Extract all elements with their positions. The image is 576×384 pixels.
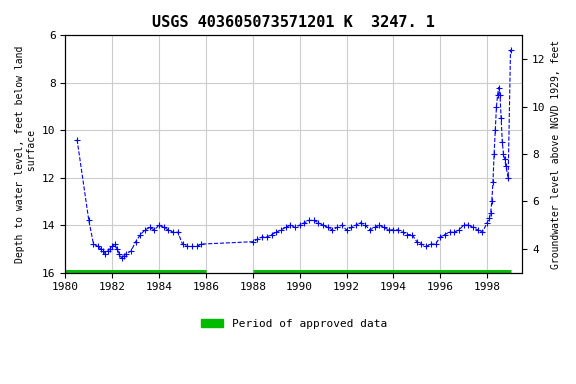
Legend: Period of approved data: Period of approved data	[196, 314, 392, 333]
Y-axis label: Depth to water level, feet below land
 surface: Depth to water level, feet below land su…	[15, 45, 37, 263]
Title: USGS 403605073571201 K  3247. 1: USGS 403605073571201 K 3247. 1	[153, 15, 435, 30]
Y-axis label: Groundwater level above NGVD 1929, feet: Groundwater level above NGVD 1929, feet	[551, 40, 561, 268]
